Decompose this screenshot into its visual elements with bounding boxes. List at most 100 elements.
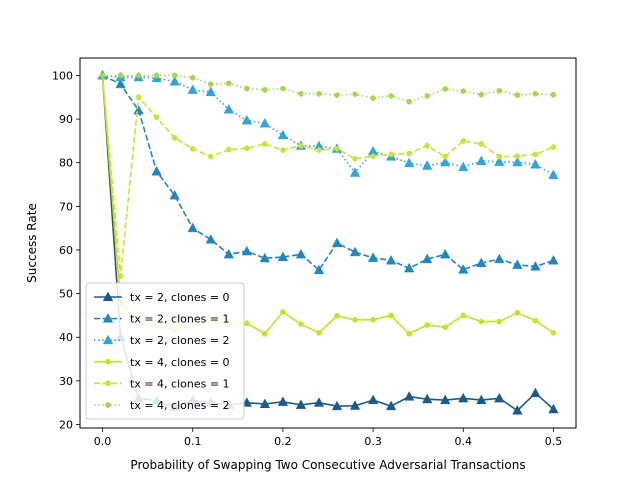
data-point [295, 248, 307, 259]
data-point [530, 261, 541, 271]
legend-swatch-marker [105, 358, 111, 365]
y-tick-label: 30 [59, 375, 73, 388]
data-point [370, 95, 376, 101]
data-point [316, 330, 322, 336]
data-point [512, 405, 523, 415]
data-point [403, 262, 415, 273]
data-point [548, 169, 559, 179]
data-point [243, 85, 250, 92]
data-point [280, 85, 286, 92]
data-point [548, 254, 559, 265]
data-point [550, 144, 557, 150]
x-tick-label: 0.3 [364, 435, 382, 448]
data-point [205, 86, 216, 97]
data-point [530, 387, 541, 398]
data-point [349, 246, 361, 257]
data-point [205, 233, 216, 244]
y-tick-label: 60 [59, 244, 73, 257]
data-point [117, 72, 124, 79]
data-point [259, 252, 271, 263]
legend: tx = 2, clones = 0 tx = 2, clones = 1 tx =… [85, 282, 245, 420]
data-point [514, 153, 521, 160]
data-point [406, 98, 413, 105]
data-point [476, 257, 487, 268]
data-point [440, 248, 451, 259]
data-point [440, 156, 451, 167]
data-point [532, 151, 539, 158]
y-tick-label: 70 [59, 200, 73, 213]
data-point [331, 400, 343, 411]
data-point [262, 330, 268, 337]
data-point [385, 400, 397, 411]
y-tick-label: 100 [52, 69, 73, 82]
data-point [153, 72, 160, 79]
y-tick-label: 20 [59, 419, 73, 432]
legend-swatch-marker [102, 334, 114, 345]
data-point [458, 264, 469, 274]
legend-item: tx = 4, clones = 1 [94, 377, 230, 390]
series-6 [99, 72, 557, 105]
data-point [135, 72, 142, 79]
data-point [99, 72, 106, 79]
data-point [494, 156, 505, 166]
data-point [512, 156, 523, 167]
x-tick-label: 0.0 [94, 435, 112, 448]
data-point [424, 93, 431, 99]
legend-item: tx = 2, clones = 0 [94, 291, 230, 304]
data-point [370, 153, 376, 160]
data-point [422, 253, 433, 264]
data-point [460, 312, 467, 319]
data-point [243, 145, 250, 152]
x-tick-label: 0.5 [545, 435, 563, 448]
data-point [530, 158, 541, 169]
data-point [388, 93, 394, 99]
data-point [440, 394, 451, 405]
data-point [313, 264, 325, 275]
data-point [442, 324, 449, 331]
data-point [316, 147, 322, 153]
legend-label: tx = 2, clones = 1 [130, 313, 230, 326]
legend-swatch-marker [102, 313, 114, 323]
data-point [169, 189, 180, 200]
data-point [225, 80, 232, 87]
legend-swatch-marker [105, 402, 111, 408]
data-point [207, 153, 214, 160]
data-point [189, 145, 196, 152]
data-point [316, 90, 322, 97]
data-point [512, 259, 523, 269]
legend-box [85, 282, 245, 420]
legend-label: tx = 4, clones = 0 [130, 356, 230, 369]
data-point [262, 87, 268, 93]
legend-label: tx = 4, clones = 1 [130, 377, 230, 390]
series-5 [99, 72, 557, 280]
data-point [406, 330, 413, 337]
data-point [133, 104, 144, 115]
data-point [153, 114, 160, 121]
data-point [262, 141, 268, 147]
plot-area-frame [79, 57, 577, 429]
data-point [478, 318, 485, 325]
data-point [460, 138, 467, 144]
series-line [102, 74, 554, 271]
y-tick-label: 50 [59, 288, 73, 301]
data-point [117, 273, 124, 280]
data-point [259, 117, 271, 128]
data-point [259, 398, 271, 409]
y-tick-label: 40 [59, 331, 73, 344]
legend-item: tx = 4, clones = 0 [94, 356, 230, 369]
data-point [514, 309, 521, 316]
data-point [514, 92, 521, 98]
data-point [334, 92, 340, 98]
data-point [334, 313, 340, 319]
data-point [243, 320, 250, 327]
series-2 [97, 69, 559, 275]
data-point [478, 141, 485, 147]
series-line [101, 75, 554, 277]
data-point [280, 147, 286, 153]
legend-label: tx = 4, clones = 2 [130, 399, 230, 412]
data-point [298, 90, 304, 97]
data-point [349, 400, 361, 410]
data-point [277, 396, 289, 406]
x-tick-label: 0.4 [455, 435, 473, 448]
